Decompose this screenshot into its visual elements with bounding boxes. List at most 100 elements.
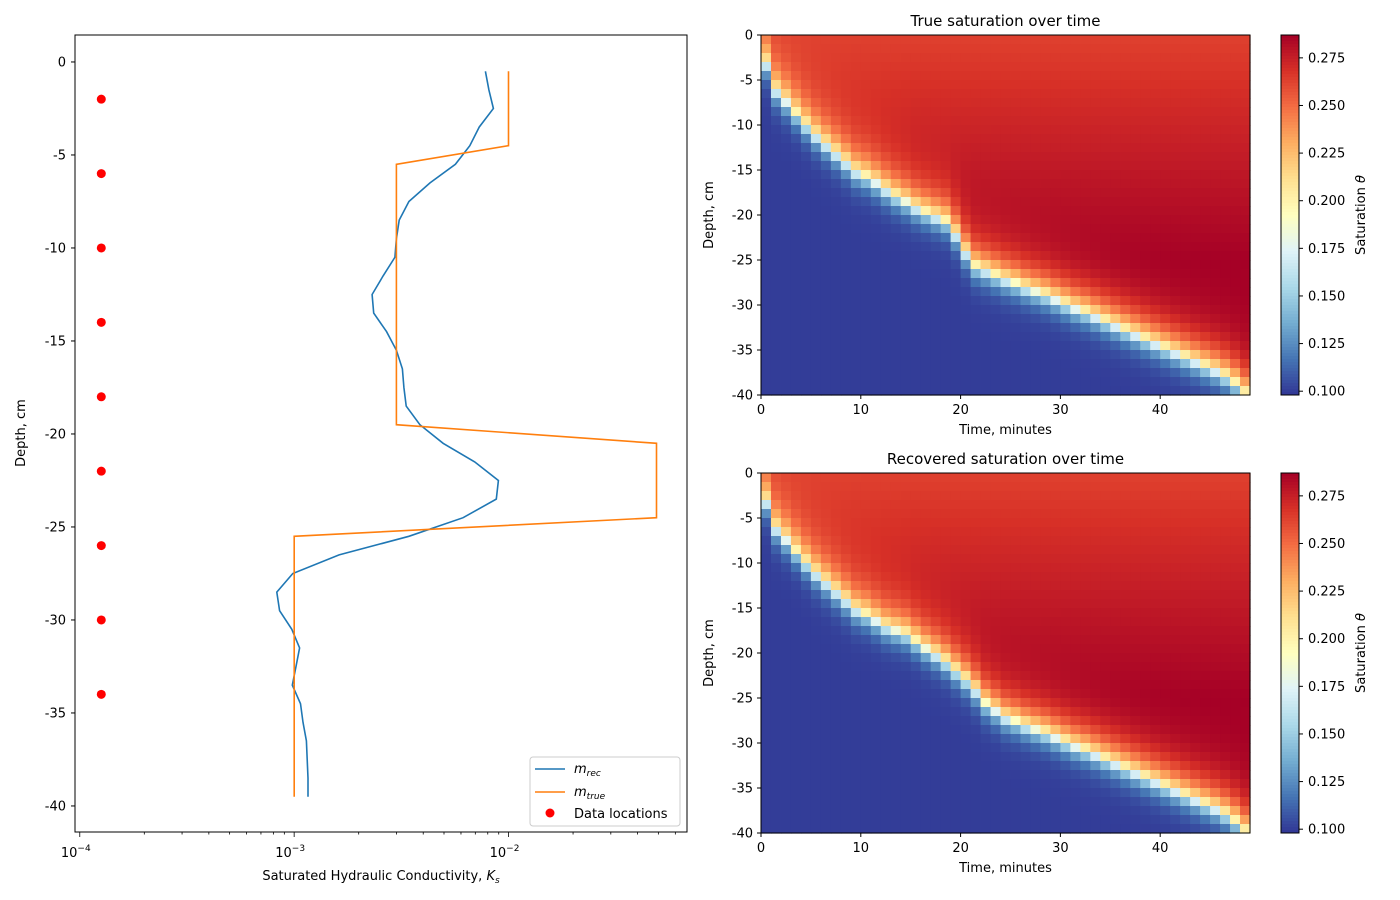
heatmap-cell (1000, 35, 1012, 45)
heatmap-cell (1050, 500, 1061, 510)
heatmap-cell (900, 626, 912, 636)
heatmap-cell (870, 233, 882, 243)
heatmap-cell (880, 698, 892, 708)
heatmap-cell (1150, 671, 1161, 681)
heatmap-cell (1090, 332, 1101, 342)
heatmap-cell (980, 500, 992, 510)
heatmap-cell (1060, 644, 1071, 654)
heatmap-cell (830, 491, 842, 501)
heatmap-cell (970, 35, 982, 45)
heatmap-cell (940, 269, 952, 279)
heatmap-cell (1000, 377, 1012, 387)
heatmap-cell (780, 536, 792, 546)
heatmap-cell (1070, 224, 1081, 234)
heatmap-cell (810, 287, 822, 297)
heatmap-cell (980, 473, 992, 483)
heatmap-cell (761, 350, 772, 360)
heatmap-cell (840, 53, 852, 63)
heatmap-cell (1040, 617, 1052, 627)
heatmap-cell (1190, 323, 1201, 333)
heatmap-cell (770, 53, 782, 63)
heatmap-cell (761, 554, 772, 564)
heatmap-cell (1020, 689, 1032, 699)
heatmap-cell (870, 590, 882, 600)
heatmap-cell (1110, 143, 1121, 153)
heatmap-cell (1160, 71, 1171, 81)
heatmap-cell (761, 44, 772, 54)
heatmap-cell (1200, 107, 1211, 117)
heatmap-cell (1160, 761, 1171, 771)
colorbar-segment (1281, 284, 1299, 288)
heatmap-cell (880, 125, 892, 135)
heatmap-cell (810, 554, 822, 564)
heatmap-cell (770, 779, 782, 789)
heatmap-cell (790, 233, 802, 243)
heatmap-cell (950, 287, 962, 297)
heatmap-cell (980, 635, 992, 645)
heatmap-cell (1130, 608, 1141, 618)
heatmap-cell (1000, 536, 1012, 546)
heatmap-cell (1030, 368, 1042, 378)
heatmap-cell (1130, 590, 1141, 600)
heatmap-cell (1160, 287, 1171, 297)
heatmap-cell (820, 491, 832, 501)
heatmap-cell (950, 134, 962, 144)
heatmap-cell (950, 242, 962, 252)
heatmap-cell (890, 599, 902, 609)
heatmap-cell (820, 152, 832, 162)
heatmap-cell (830, 260, 842, 270)
heatmap-cell (1180, 350, 1191, 360)
heatmap-cell (1000, 698, 1012, 708)
heatmap-cell (1160, 626, 1171, 636)
heatmap-cell (880, 545, 892, 555)
heatmap-cell (990, 278, 1002, 288)
colorbar-segment (1281, 314, 1299, 318)
heatmap-cell (1220, 134, 1231, 144)
heatmap-cell (1140, 473, 1151, 483)
heatmap-cell (1040, 251, 1052, 261)
heatmap-cell (1200, 599, 1211, 609)
heatmap-cell (761, 635, 772, 645)
colorbar-segment (1281, 710, 1299, 714)
heatmap-cell (1240, 296, 1251, 306)
heatmap-cell (1050, 368, 1061, 378)
heatmap-cell (1150, 134, 1161, 144)
colorbar-label-symbol: θ (1354, 613, 1369, 621)
heatmap-cell (810, 305, 822, 315)
heatmap-cell (1080, 62, 1091, 72)
heatmap-cell (1100, 743, 1111, 753)
heatmap-cell (1180, 797, 1191, 807)
heatmap-cell (1030, 350, 1042, 360)
heatmap-cell (1110, 368, 1121, 378)
heatmap-cell (850, 116, 862, 126)
heatmap-cell (1220, 653, 1231, 663)
colorbar-label-symbol: θ (1354, 175, 1369, 183)
heatmap-cell (1210, 386, 1221, 396)
heatmap-cell (1050, 554, 1061, 564)
heatmap-cell (1220, 179, 1231, 189)
heatmap-cell (790, 806, 802, 816)
heatmap-cell (930, 824, 942, 834)
heatmap-cell (810, 341, 822, 351)
heatmap-cell (980, 98, 992, 108)
heatmap-cell (1210, 644, 1221, 654)
heatmap-cell (960, 116, 972, 126)
heatmap-cell (1130, 680, 1141, 690)
heatmap-cell (1120, 725, 1131, 735)
heatmap-cell (880, 680, 892, 690)
heatmap-cell (1170, 779, 1181, 789)
colorbar-segment (1281, 308, 1299, 312)
heatmap-cell (950, 743, 962, 753)
heatmap-cell (910, 635, 922, 645)
heatmap-cell (761, 377, 772, 387)
heatmap-cell (980, 170, 992, 180)
heatmap-cell (1130, 206, 1141, 216)
heatmap-cell (1240, 278, 1251, 288)
heatmap-cell (960, 536, 972, 546)
heatmap-cell (1210, 527, 1221, 537)
heatmap-cell (850, 386, 862, 396)
heatmap-cell (1160, 491, 1171, 501)
heatmap-cell (900, 44, 912, 54)
heatmap-cell (761, 242, 772, 252)
heatmap-cell (1020, 707, 1032, 717)
